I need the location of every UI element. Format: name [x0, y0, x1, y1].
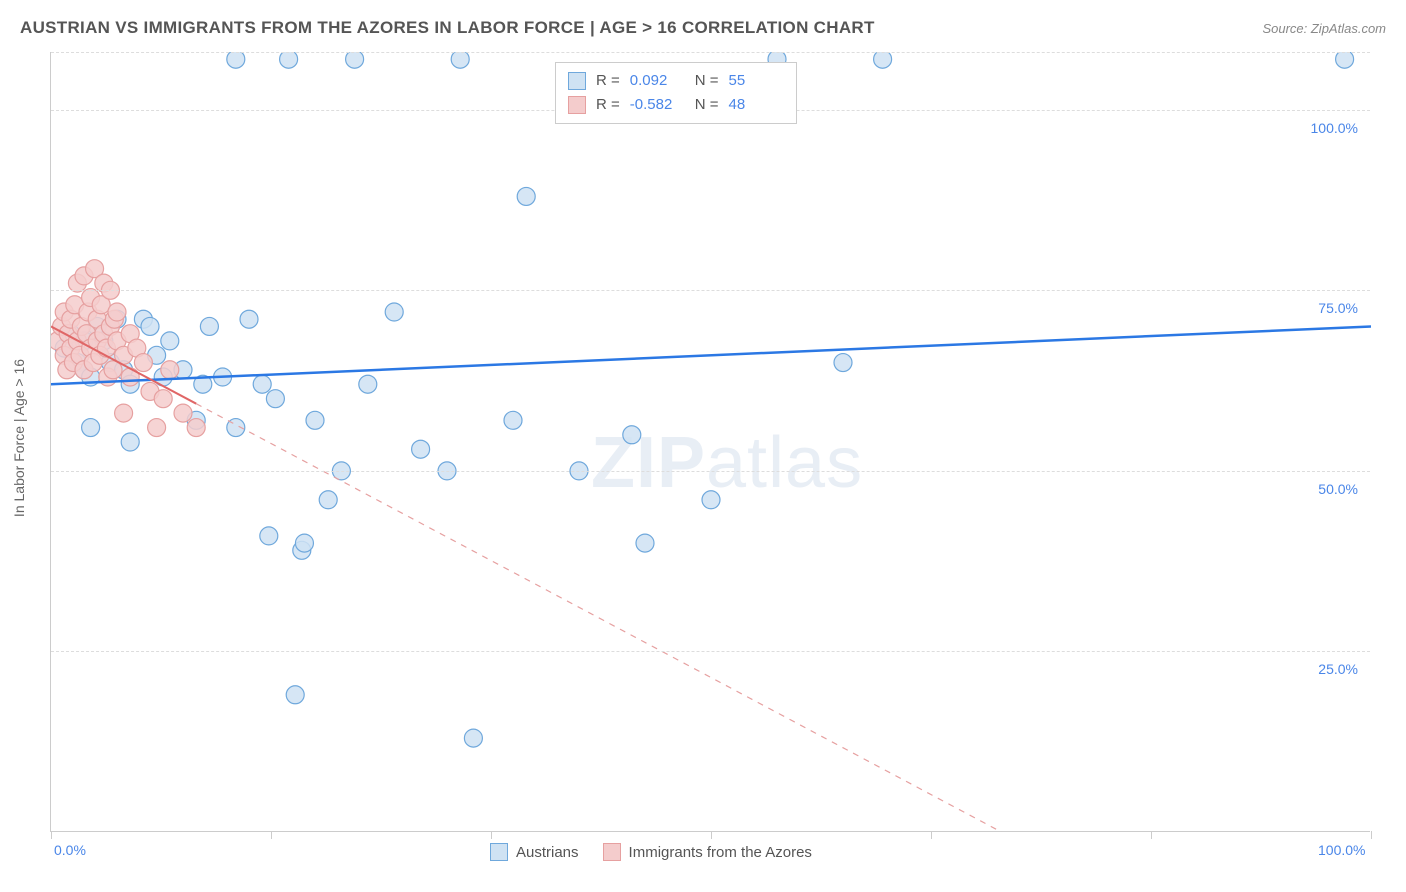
- r-value: -0.582: [630, 93, 685, 117]
- r-value: 0.092: [630, 69, 685, 93]
- data-point: [266, 390, 284, 408]
- legend-label: Immigrants from the Azores: [629, 844, 812, 861]
- data-point: [82, 419, 100, 437]
- data-point: [286, 686, 304, 704]
- trend-line: [51, 326, 1371, 384]
- x-tick: [271, 831, 272, 839]
- data-point: [504, 411, 522, 429]
- data-point: [154, 390, 172, 408]
- correlation-row: R = 0.092 N = 55: [568, 69, 784, 93]
- gridline-h: [51, 290, 1370, 291]
- data-point: [517, 187, 535, 205]
- data-point: [385, 303, 403, 321]
- data-point: [346, 52, 364, 68]
- data-point: [260, 527, 278, 545]
- y-tick-label: 75.0%: [1318, 300, 1358, 316]
- data-point: [108, 303, 126, 321]
- correlation-box: R = 0.092 N = 55 R = -0.582 N = 48: [555, 62, 797, 124]
- data-point: [280, 52, 298, 68]
- x-tick: [491, 831, 492, 839]
- data-point: [174, 404, 192, 422]
- chart-svg: [51, 52, 1371, 832]
- legend-swatch: [568, 72, 586, 90]
- data-point: [636, 534, 654, 552]
- data-point: [464, 729, 482, 747]
- legend-label: Austrians: [516, 844, 579, 861]
- n-value: 55: [729, 69, 784, 93]
- data-point: [227, 52, 245, 68]
- n-value: 48: [729, 93, 784, 117]
- data-point: [161, 361, 179, 379]
- data-point: [161, 332, 179, 350]
- data-point: [306, 411, 324, 429]
- legend-item: Austrians: [490, 843, 579, 861]
- data-point: [115, 404, 133, 422]
- y-tick-label: 25.0%: [1318, 661, 1358, 677]
- r-label: R =: [596, 93, 620, 117]
- legend-swatch: [603, 843, 621, 861]
- data-point: [134, 354, 152, 372]
- data-point: [187, 419, 205, 437]
- data-point: [874, 52, 892, 68]
- x-tick: [51, 831, 52, 839]
- x-tick-label-min: 0.0%: [54, 842, 86, 858]
- x-tick-label-max: 100.0%: [1318, 842, 1365, 858]
- data-point: [451, 52, 469, 68]
- data-point: [253, 375, 271, 393]
- legend-item: Immigrants from the Azores: [603, 843, 812, 861]
- data-point: [319, 491, 337, 509]
- legend-swatch: [490, 843, 508, 861]
- x-tick: [711, 831, 712, 839]
- data-point: [240, 310, 258, 328]
- data-point: [623, 426, 641, 444]
- plot-area: ZIPatlas 25.0%50.0%75.0%100.0%: [50, 52, 1370, 832]
- x-tick: [1151, 831, 1152, 839]
- data-point: [141, 317, 159, 335]
- data-point: [121, 433, 139, 451]
- y-tick-label: 50.0%: [1318, 481, 1358, 497]
- correlation-row: R = -0.582 N = 48: [568, 93, 784, 117]
- chart-title: AUSTRIAN VS IMMIGRANTS FROM THE AZORES I…: [20, 18, 875, 38]
- data-point: [412, 440, 430, 458]
- y-tick-label: 100.0%: [1311, 120, 1358, 136]
- x-tick: [1371, 831, 1372, 839]
- data-point: [148, 419, 166, 437]
- gridline-h: [51, 651, 1370, 652]
- gridline-h: [51, 52, 1370, 53]
- title-bar: AUSTRIAN VS IMMIGRANTS FROM THE AZORES I…: [20, 18, 1386, 38]
- data-point: [200, 317, 218, 335]
- gridline-h: [51, 471, 1370, 472]
- data-point: [1336, 52, 1354, 68]
- data-point: [834, 354, 852, 372]
- n-label: N =: [695, 69, 719, 93]
- n-label: N =: [695, 93, 719, 117]
- bottom-legend: Austrians Immigrants from the Azores: [490, 843, 812, 861]
- data-point: [121, 368, 139, 386]
- y-axis-label: In Labor Force | Age > 16: [11, 359, 27, 517]
- x-tick: [931, 831, 932, 839]
- data-point: [295, 534, 313, 552]
- trend-line-dashed: [196, 404, 1001, 832]
- data-point: [359, 375, 377, 393]
- data-point: [702, 491, 720, 509]
- source-attribution: Source: ZipAtlas.com: [1262, 21, 1386, 36]
- r-label: R =: [596, 69, 620, 93]
- legend-swatch: [568, 96, 586, 114]
